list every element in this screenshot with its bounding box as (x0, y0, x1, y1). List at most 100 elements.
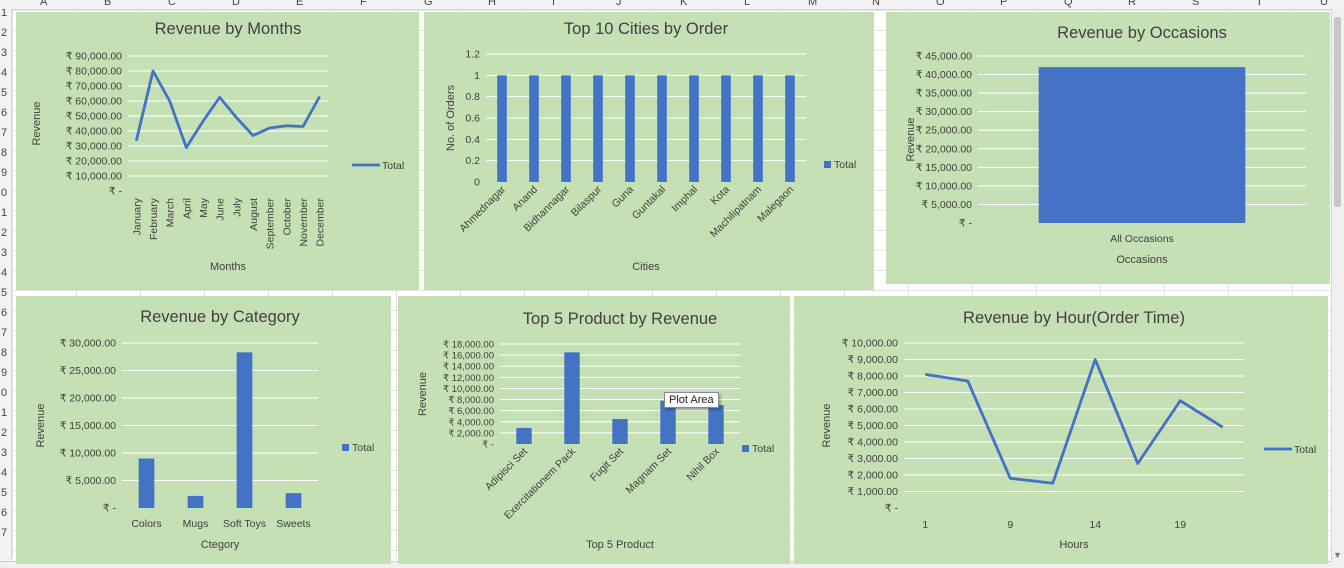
column-header-t[interactable]: T (1256, 0, 1263, 8)
row-header[interactable]: 9 (1, 367, 8, 379)
chart-top-products-by-revenue[interactable]: Top 5 Product by Revenue ₹ - ₹ 2,000.00 ₹ 4… (398, 296, 790, 564)
column-header-a[interactable]: A (40, 0, 48, 8)
x-tick-label: June (215, 198, 227, 221)
vertical-scrollbar[interactable]: ▼ (1331, 9, 1344, 568)
bar (1038, 67, 1246, 223)
row-header[interactable]: 6 (1, 307, 8, 319)
chart-revenue-by-category[interactable]: Revenue by Category ₹ - ₹ 5,000.00 ₹ 10,000… (16, 296, 391, 564)
bar (516, 427, 532, 444)
chart-revenue-by-months[interactable]: Revenue by Months ₹ - ₹ 10,000.00 ₹ 20,000.… (16, 12, 419, 290)
chart-title: Revenue by Hour(Order Time) (963, 309, 1185, 327)
x-tick-label: Soft Toys (223, 518, 266, 530)
row-header[interactable]: 7 (1, 327, 8, 339)
column-header-h[interactable]: H (488, 0, 496, 8)
column-header-e[interactable]: E (296, 0, 304, 8)
column-header-f[interactable]: F (360, 0, 367, 8)
x-axis-title: Hours (1059, 539, 1089, 551)
x-tick-label: July (231, 197, 243, 216)
chart-svg: Revenue by Months ₹ - ₹ 10,000.00 ₹ 20,000.… (31, 20, 404, 273)
row-header[interactable]: 8 (1, 347, 8, 359)
row-header[interactable]: 1 (1, 9, 8, 19)
row-header[interactable]: 2 (1, 227, 8, 239)
scroll-down-icon[interactable]: ▼ (1333, 550, 1342, 560)
column-header-m[interactable]: M (808, 0, 818, 8)
column-header-b[interactable]: B (104, 0, 112, 8)
column-header-l[interactable]: L (744, 0, 751, 8)
chart-revenue-by-occasions[interactable]: Revenue by Occasions ₹ - ₹ 5,000.00 ₹ 10,00… (886, 12, 1330, 284)
x-tick-label: Guntakal (630, 184, 668, 222)
row-header[interactable]: 6 (1, 507, 8, 519)
column-header-d[interactable]: D (232, 0, 240, 8)
x-axis-title: Ctegory (201, 539, 240, 551)
row-header[interactable]: 0 (1, 387, 8, 399)
column-header-k[interactable]: K (680, 0, 688, 8)
series-line (134, 69, 321, 149)
y-tick-label: ₹ 4,000.00 (448, 417, 494, 428)
row-header[interactable]: 6 (1, 107, 8, 119)
y-tick-label: ₹ 90,000.00 (66, 51, 122, 63)
row-header[interactable]: 8 (1, 147, 8, 159)
row-header[interactable]: 2 (1, 427, 8, 439)
y-tick-label: ₹ 6,000.00 (848, 404, 899, 416)
y-tick-label: ₹ 20,000.00 (60, 393, 116, 405)
column-header-s[interactable]: S (1192, 0, 1200, 8)
chart-svg: Top 5 Product by Revenue ₹ -₹ 2,000.00₹ 4… (417, 310, 774, 551)
x-tick-label: Kota (708, 184, 732, 208)
column-header-p[interactable]: P (1000, 0, 1008, 8)
y-tick-label: ₹ 2,000.00 (448, 428, 494, 439)
chart-svg: Revenue by Occasions ₹ - ₹ 5,000.00 ₹ 10,00… (905, 24, 1306, 266)
y-tick-label: ₹ 40,000.00 (66, 126, 122, 138)
y-axis-title: Revenue (821, 403, 833, 447)
row-header[interactable]: 4 (1, 67, 8, 79)
row-header[interactable]: 1 (1, 407, 8, 419)
column-header-bar: A B C D E F G H I J K L M N O P Q R S T U (0, 0, 1344, 10)
x-tick-label: 14 (1089, 519, 1101, 531)
column-header-q[interactable]: Q (1064, 0, 1073, 8)
row-header[interactable]: 4 (1, 267, 8, 279)
column-header-g[interactable]: G (424, 0, 433, 8)
row-header[interactable]: 5 (1, 487, 8, 499)
y-tick-label: ₹ 25,000.00 (916, 125, 972, 137)
chart-top-cities-by-order[interactable]: Top 10 Cities by Order 0 0.2 0.4 0.6 0.8 1 1.2 C… (424, 12, 874, 290)
row-header[interactable]: 4 (1, 467, 8, 479)
y-tick-label: ₹ 30,000.00 (916, 106, 972, 118)
y-tick-label: ₹ 35,000.00 (916, 88, 972, 100)
x-tick-label: Nihil Box (684, 445, 722, 483)
row-header[interactable]: 0 (1, 187, 8, 199)
row-header[interactable]: 7 (1, 527, 8, 539)
y-tick-label: 0.8 (465, 91, 480, 103)
row-header[interactable]: 3 (1, 47, 8, 59)
column-header-r[interactable]: R (1128, 0, 1136, 8)
column-header-j[interactable]: J (616, 0, 622, 8)
y-tick-label: ₹ 10,000.00 (443, 384, 494, 395)
row-header[interactable]: 9 (1, 167, 8, 179)
row-header[interactable]: 2 (1, 27, 8, 39)
row-header[interactable]: 3 (1, 447, 8, 459)
y-tick-label: 0.4 (465, 134, 480, 146)
y-axis-title: Revenue (905, 117, 917, 161)
y-axis-title: Revenue (35, 403, 47, 447)
row-header[interactable]: 7 (1, 127, 8, 139)
bar (657, 75, 667, 182)
column-header-c[interactable]: C (168, 0, 176, 8)
scrollbar-thumb[interactable] (1334, 17, 1341, 207)
x-tick-label: September (265, 198, 277, 250)
y-tick-label: ₹ 10,000.00 (60, 448, 116, 460)
x-tick-label: Anand (510, 184, 540, 214)
y-tick-label: 0.6 (465, 113, 480, 125)
x-tick-label: Fugit Set (588, 446, 626, 484)
y-tick-label: ₹ 5,000.00 (922, 199, 973, 211)
column-header-i[interactable]: I (552, 0, 556, 8)
row-header[interactable]: 1 (1, 207, 8, 219)
x-tick-label: November (298, 197, 310, 246)
row-header[interactable]: 5 (1, 287, 8, 299)
chart-revenue-by-hour[interactable]: Revenue by Hour(Order Time) ₹ - ₹ 1,000.00… (794, 296, 1328, 564)
column-header-n[interactable]: N (872, 0, 880, 8)
row-header[interactable]: 5 (1, 87, 8, 99)
y-tick-label: ₹ 30,000.00 (66, 141, 122, 153)
x-tick-label: April (181, 198, 193, 219)
column-header-u[interactable]: U (1320, 0, 1328, 8)
column-header-o[interactable]: O (936, 0, 945, 8)
row-header[interactable]: 3 (1, 247, 8, 259)
legend-label: Total (834, 159, 856, 171)
